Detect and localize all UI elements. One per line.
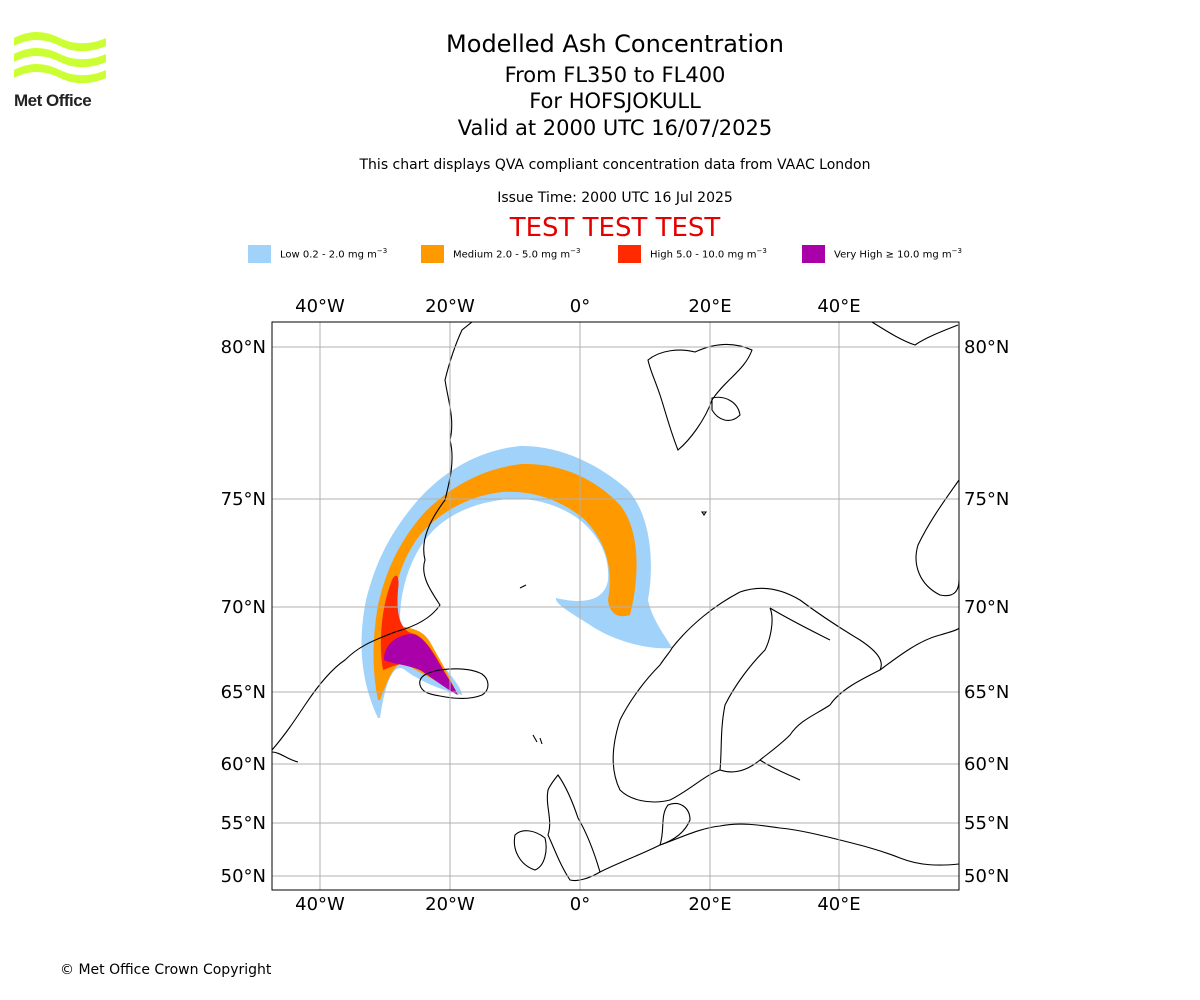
map-tick-labels: 40°W 40°W 20°W 20°W 0° 0° 20°E 20°E 40°E 40°E 80°N… <box>221 296 1010 915</box>
legend-exp: −3 <box>951 247 962 256</box>
lat-tick-label: 70°N <box>964 597 1009 618</box>
lat-tick-label: 60°N <box>221 754 266 775</box>
iceland-coast <box>419 668 489 700</box>
svalbard-east <box>711 396 741 421</box>
lon-tick-label: 40°E <box>817 894 860 915</box>
legend-label-medium: Medium 2.0 - 5.0 mg m <box>453 249 571 261</box>
logo-text: Met Office <box>14 91 92 110</box>
issue-time: Issue Time: 2000 UTC 16 Jul 2025 <box>497 190 733 206</box>
legend-swatch-low <box>248 245 271 263</box>
lon-tick-label: 20°E <box>688 296 731 317</box>
uk-coast <box>546 774 601 882</box>
lat-tick-label: 80°N <box>221 337 266 358</box>
legend-item-medium: Medium 2.0 - 5.0 mg m−3 <box>421 244 580 264</box>
lat-tick-label: 70°N <box>221 597 266 618</box>
lat-tick-label: 55°N <box>221 813 266 834</box>
lon-tick-label: 40°W <box>295 296 345 317</box>
lat-tick-label: 65°N <box>221 682 266 703</box>
lat-tick-label: 50°N <box>221 866 266 887</box>
lon-tick-label: 40°W <box>295 894 345 915</box>
lon-tick-label: 20°E <box>688 894 731 915</box>
legend-swatch-medium <box>421 245 444 263</box>
sweden-finland <box>719 607 831 781</box>
lon-tick-label: 20°W <box>425 894 475 915</box>
russia-coast <box>879 627 959 671</box>
lat-tick-label: 55°N <box>964 813 1009 834</box>
volcano-name: For HOFSJOKULL <box>529 89 701 113</box>
copyright-text: © Met Office Crown Copyright <box>60 962 272 978</box>
chart-title: Modelled Ash Concentration <box>446 30 784 58</box>
lon-tick-label: 20°W <box>425 296 475 317</box>
ash-very-high-region <box>384 634 458 695</box>
coastlines <box>272 322 959 882</box>
compliance-note: This chart displays QVA compliant concen… <box>359 157 871 173</box>
met-office-logo <box>14 32 106 84</box>
legend-exp: −3 <box>376 247 388 256</box>
map-frame <box>271 321 960 891</box>
norway-coast <box>612 587 882 803</box>
flight-levels: From FL350 to FL400 <box>504 63 726 87</box>
bear-island <box>700 511 708 516</box>
svalbard-coast <box>647 343 753 451</box>
map-gridlines <box>272 322 959 890</box>
test-banner: TEST TEST TEST <box>509 213 721 243</box>
legend-exp: −3 <box>756 247 767 256</box>
ireland-coast <box>513 830 547 871</box>
legend-swatch-high <box>618 245 641 263</box>
legend-label-very-high: Very High ≥ 10.0 mg m <box>834 249 952 261</box>
legend-swatch-very-high <box>802 245 825 263</box>
lat-tick-label: 75°N <box>221 489 266 510</box>
lat-tick-label: 65°N <box>964 682 1009 703</box>
lat-tick-label: 50°N <box>964 866 1009 887</box>
lon-tick-label: 0° <box>570 894 590 915</box>
legend-item-very-high: Very High ≥ 10.0 mg m−3 <box>802 244 962 264</box>
legend-label-low: Low 0.2 - 2.0 mg m <box>280 249 377 261</box>
legend-exp: −3 <box>570 247 581 256</box>
novaya-zemlya <box>915 479 959 597</box>
legend-label-high: High 5.0 - 10.0 mg m <box>650 249 757 261</box>
jan-mayen <box>519 584 527 589</box>
greenland-south-tip <box>272 751 299 763</box>
legend-item-high: High 5.0 - 10.0 mg m−3 <box>618 244 767 264</box>
lat-tick-label: 80°N <box>964 337 1009 358</box>
faroe-islands <box>532 734 543 745</box>
franz-josef-land <box>871 322 959 346</box>
lon-tick-label: 0° <box>570 296 590 317</box>
valid-time: Valid at 2000 UTC 16/07/2025 <box>457 116 773 140</box>
europe-coast <box>599 823 959 873</box>
lat-tick-label: 75°N <box>964 489 1009 510</box>
map-body <box>272 322 959 882</box>
lon-tick-label: 40°E <box>817 296 860 317</box>
legend-item-low: Low 0.2 - 2.0 mg m−3 <box>248 244 387 264</box>
lat-tick-label: 60°N <box>964 754 1009 775</box>
